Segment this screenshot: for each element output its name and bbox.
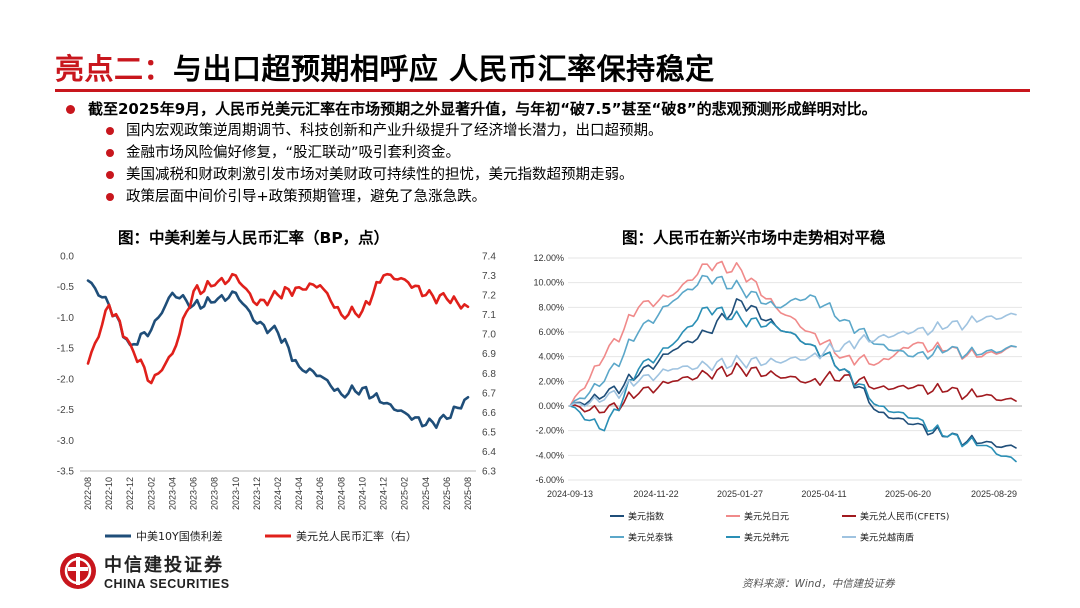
chart1-yleft-tick: -1.5 (57, 344, 75, 355)
chart2-legend-label: 美元兑越南盾 (860, 532, 914, 544)
bullet-sub-2: 金融市场风险偏好修复，“股汇联动”吸引套利资金。 (62, 142, 1072, 164)
chart2-y-tick: 6.00% (538, 327, 564, 337)
chart1-x-tick: 2025-04 (421, 477, 431, 510)
chart2-y-tick: 4.00% (538, 352, 564, 362)
chart1-x-tick: 2025-02 (400, 477, 410, 510)
company-logo-mark (58, 551, 98, 591)
chart1-x-tick: 2024-08 (336, 477, 346, 510)
bullet-sub-3: 美国减税和财政刺激引发市场对美财政可持续性的担忧，美元指数超预期走弱。 (62, 164, 1072, 186)
chart1-yleft-tick: -0.5 (57, 282, 75, 293)
chart1-yright-tick: 7.0 (482, 330, 496, 341)
chart1-yleft-tick: -2.0 (57, 374, 75, 385)
chart1-yleft-tick: -2.5 (57, 405, 75, 416)
chart1-yright-tick: 7.3 (482, 271, 496, 282)
chart2-series-6-line (569, 312, 1017, 408)
chart1-yright-tick: 6.4 (482, 447, 496, 458)
chart2-title: 图：人民币在新兴市场中走势相对平稳 (622, 229, 886, 247)
chart1-title: 图：中美利差与人民币汇率（BP，点） (118, 229, 390, 247)
chart2-x-tick: 2025-06-20 (885, 489, 931, 499)
chart2-legend-label: 美元指数 (628, 511, 664, 523)
chart2-y-tick: 12.00% (533, 253, 564, 263)
chart2-x-tick: 2024-11-22 (633, 489, 678, 499)
chart1-x-tick: 2025-08 (463, 477, 473, 510)
chart2-y-tick: -2.00% (535, 426, 564, 436)
page-title: 亮点二：与出口超预期相呼应 人民币汇率保持稳定 (55, 46, 715, 88)
chart2-legend-label: 美元兑泰铢 (628, 532, 673, 544)
title-divider (55, 89, 1030, 92)
title-main: 与出口超预期相呼应 人民币汇率保持稳定 (173, 52, 715, 86)
chart1-legend-label: 中美10Y国债利差 (136, 529, 223, 543)
chart2-x-tick: 2024-09-13 (547, 489, 593, 499)
chart2-x-tick: 2025-01-27 (717, 489, 763, 499)
chart1-x-tick: 2022-10 (104, 477, 114, 510)
chart1-x-tick: 2023-10 (231, 477, 241, 510)
chart1-x-tick: 2024-12 (379, 477, 389, 510)
chart2-x-tick: 2025-04-11 (801, 489, 846, 499)
bullet-main: 截至2025年9月，人民币兑美元汇率在市场预期之外显著升值，与年初“破7.5”甚… (62, 98, 1072, 120)
chart1-x-tick: 2022-08 (83, 477, 93, 510)
chart1-x-tick: 2023-06 (189, 477, 199, 510)
bullet-sub-4: 政策层面中间价引导+政策预期管理，避免了急涨急跌。 (62, 186, 1072, 208)
chart2-legend-label: 美元兑人民币(CFETS) (860, 511, 949, 523)
chart1-x-tick: 2024-04 (294, 477, 304, 510)
chart1-yright-tick: 7.2 (482, 291, 496, 302)
chart1-yright-tick: 6.3 (482, 467, 496, 478)
chart2-y-tick: 0.00% (538, 401, 564, 411)
bullet-list: 截至2025年9月，人民币兑美元汇率在市场预期之外显著升值，与年初“破7.5”甚… (62, 98, 1072, 208)
chart1-yright-tick: 6.6 (482, 408, 496, 419)
chart2-y-tick: 8.00% (538, 302, 564, 312)
chart2-series-2-line (569, 260, 1017, 407)
chart2-y-tick: -4.00% (535, 450, 564, 460)
chart1-yright-tick: 6.8 (482, 369, 496, 380)
chart1-yright-tick: 6.5 (482, 427, 496, 438)
chart1-yright-tick: 7.4 (482, 252, 496, 263)
chart2-legend-label: 美元兑日元 (744, 511, 789, 523)
chart1-yright-tick: 7.1 (482, 310, 496, 321)
chart1-x-tick: 2023-12 (252, 477, 262, 510)
chart1-series-1-line (86, 279, 470, 430)
company-logo-en: CHINA SECURITIES (104, 577, 230, 591)
chart1-x-tick: 2024-10 (357, 477, 367, 510)
chart1-x-tick: 2023-08 (210, 477, 220, 510)
chart1-yleft-tick: -3.0 (57, 436, 75, 447)
bullet-sub-1: 国内宏观政策逆周期调节、科技创新和产业升级提升了经济增长潜力，出口超预期。 (62, 120, 1072, 142)
chart1-x-tick: 2023-02 (146, 477, 156, 510)
top-strip (0, 0, 1080, 6)
chart1-x-tick: 2024-06 (315, 477, 325, 510)
chart1-x-tick: 2023-04 (167, 477, 177, 510)
chart1-series-2-line (86, 272, 470, 385)
chart2-series-5-line (569, 306, 1017, 463)
source-note: 资料来源：Wind，中信建投证券 (742, 578, 895, 590)
chart2-y-tick: 2.00% (538, 376, 564, 386)
chart2-y-tick: 10.00% (533, 278, 564, 288)
chart1-yleft-tick: -3.5 (57, 467, 75, 478)
chart1-legend-label: 美元兑人民币汇率（右） (296, 529, 417, 543)
chart1-x-tick: 2025-06 (442, 477, 452, 510)
company-logo-cn: 中信建投证券 (104, 555, 224, 576)
chart1-yright-tick: 6.7 (482, 388, 496, 399)
chart2-series-4-line (569, 274, 1017, 407)
chart1-yleft-tick: -1.0 (57, 313, 75, 324)
chart2-series-3-line (569, 362, 1017, 414)
chart2-y-tick: -6.00% (535, 475, 564, 485)
chart1-x-tick: 2024-02 (273, 477, 283, 510)
chart1-yright-tick: 6.9 (482, 349, 496, 360)
title-highlight: 亮点二： (55, 52, 174, 86)
chart2-x-tick: 2025-08-29 (971, 489, 1017, 499)
chart1-yleft-tick: 0.0 (60, 252, 74, 263)
chart1-x-tick: 2022-12 (125, 477, 135, 510)
chart2-legend-label: 美元兑韩元 (744, 532, 789, 544)
